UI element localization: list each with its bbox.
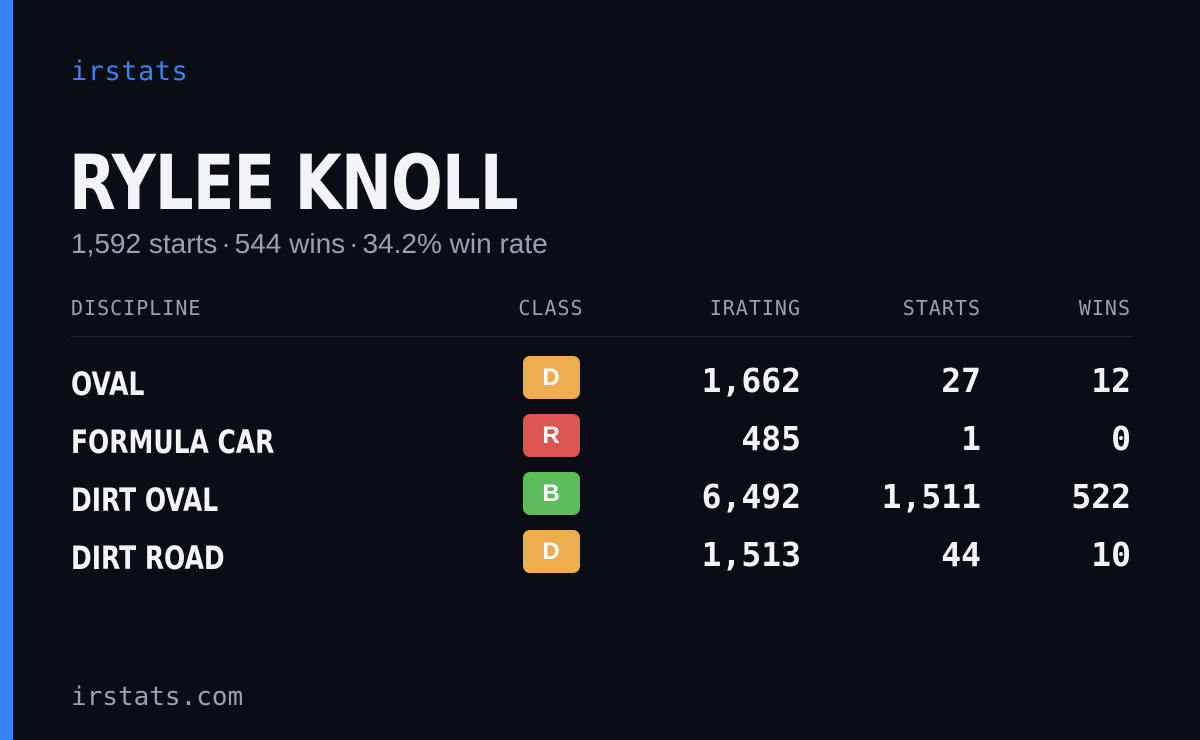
summary-separator: · [221,228,231,259]
table-header-row: DISCIPLINE CLASS IRATING STARTS WINS [71,296,1131,337]
discipline-name: DIRT OVAL [71,481,219,519]
driver-name: RYLEE KNOLL [69,138,519,227]
irating-value: 1,662 [701,360,801,400]
brand-logo-text[interactable]: irstats [71,56,189,87]
summary-separator: · [349,228,359,259]
table-row: OVAL D 1,662 27 12 [71,337,1131,410]
summary-win-rate: 34.2% win rate [362,228,548,259]
wins-value: 10 [1091,534,1131,574]
class-badge: R [522,413,580,457]
irating-value: 6,492 [701,476,801,516]
irating-value: 1,513 [701,534,801,574]
header-irating: IRATING [611,296,801,337]
summary-wins: 544 wins [234,228,346,259]
header-class: CLASS [491,296,611,337]
class-badge: B [522,471,580,515]
wins-value: 522 [1071,476,1131,516]
table-row: DIRT ROAD D 1,513 44 10 [71,525,1131,583]
irating-value: 485 [741,418,801,458]
starts-value: 44 [941,534,981,574]
discipline-name: FORMULA CAR [71,423,275,461]
discipline-stats-table: DISCIPLINE CLASS IRATING STARTS WINS OVA… [71,296,1131,583]
wins-value: 0 [1111,418,1131,458]
footer-site-link[interactable]: irstats.com [71,682,244,712]
header-starts: STARTS [801,296,981,337]
accent-bar [0,0,13,740]
driver-summary: 1,592 starts · 544 wins · 34.2% win rate [71,228,548,260]
wins-value: 12 [1091,360,1131,400]
class-badge: D [522,355,580,399]
starts-value: 1 [961,418,981,458]
starts-value: 27 [941,360,981,400]
table-row: FORMULA CAR R 485 1 0 [71,409,1131,467]
table-row: DIRT OVAL B 6,492 1,511 522 [71,467,1131,525]
discipline-name: DIRT ROAD [71,539,225,577]
starts-value: 1,511 [881,476,981,516]
class-badge: D [522,529,580,573]
header-wins: WINS [981,296,1131,337]
summary-starts: 1,592 starts [71,228,218,259]
header-discipline: DISCIPLINE [71,296,491,337]
discipline-name: OVAL [71,365,145,403]
